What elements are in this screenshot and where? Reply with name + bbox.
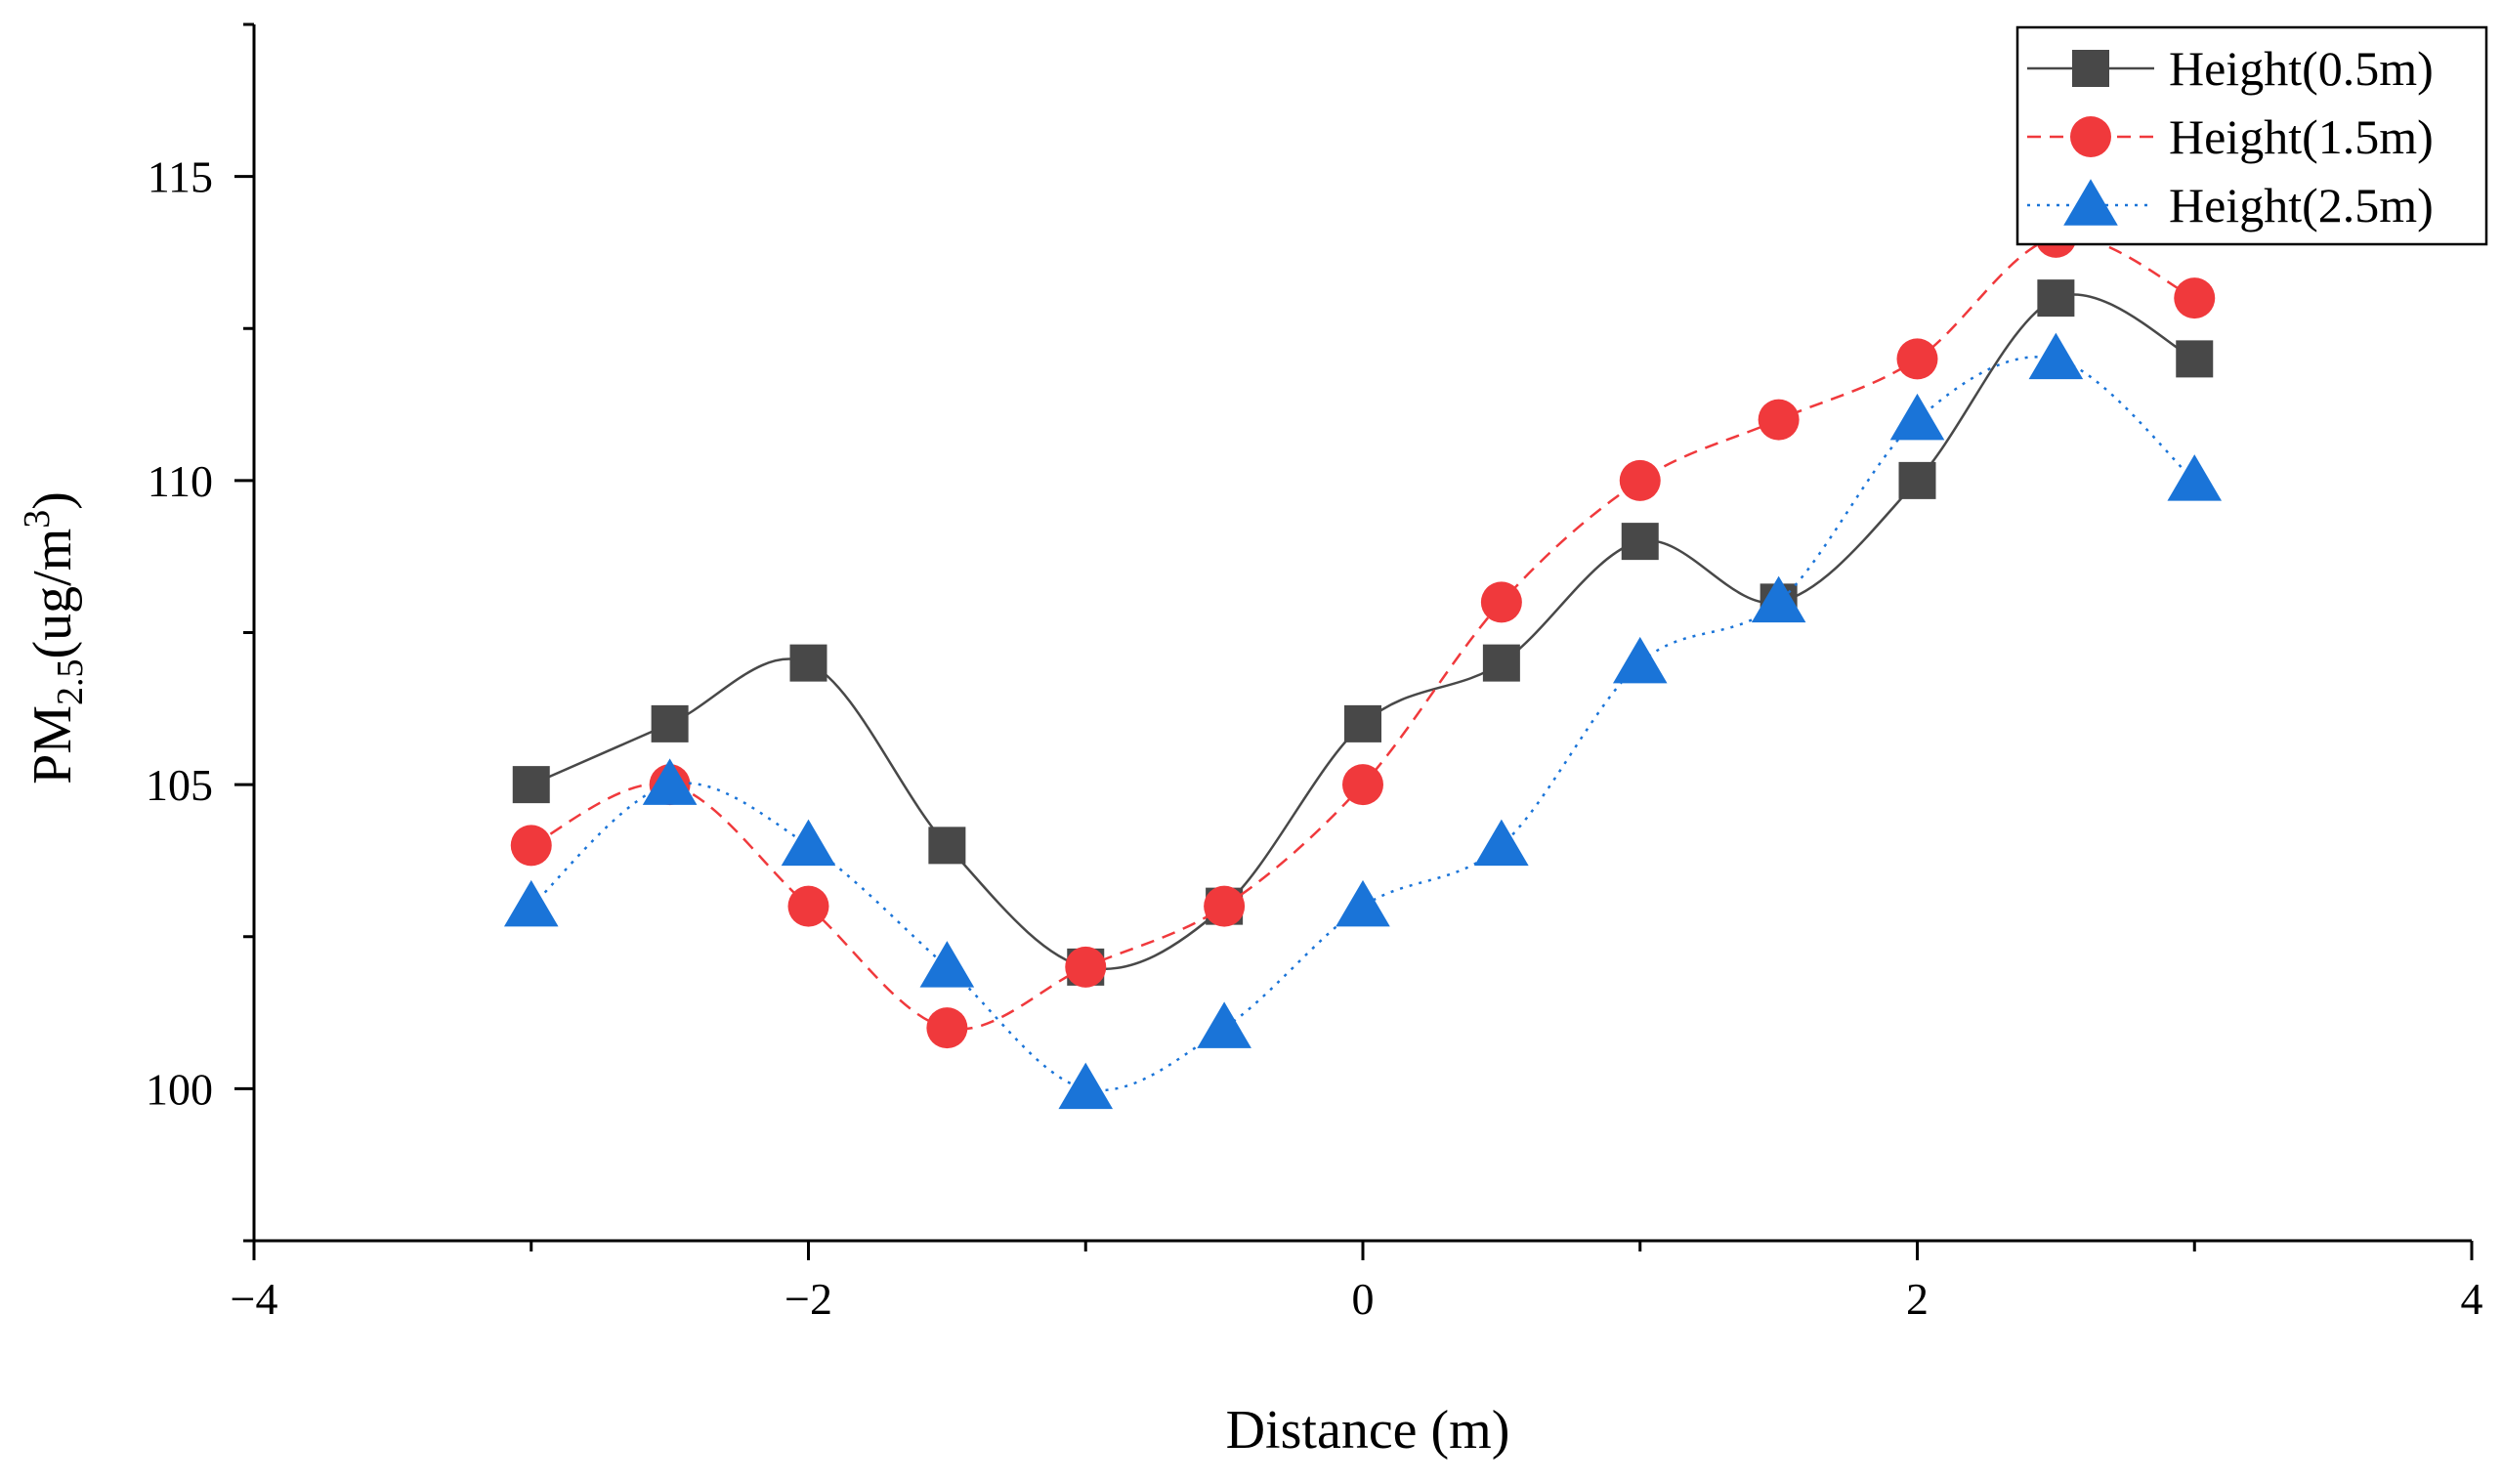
data-point-triangle <box>1474 819 1529 867</box>
data-point-triangle <box>919 941 975 988</box>
data-point-triangle <box>1751 575 1806 623</box>
data-point-circle <box>1758 399 1800 441</box>
legend-marker-circle <box>2070 116 2111 157</box>
data-point-triangle <box>642 758 698 805</box>
y-axis-title-prefix: PM <box>22 705 83 784</box>
data-point-triangle <box>2167 454 2223 501</box>
data-point-circle <box>1204 885 1246 927</box>
data-point-circle <box>787 885 829 927</box>
y-tick-label: 115 <box>148 152 213 202</box>
y-tick-label: 100 <box>146 1064 213 1114</box>
data-point-square <box>789 644 827 682</box>
data-point-square <box>512 766 550 804</box>
x-axis-title: Distance (m) <box>1226 1400 1510 1461</box>
data-point-triangle <box>1197 1001 1251 1048</box>
legend-marker-triangle <box>2063 179 2118 226</box>
data-point-square <box>2176 340 2214 378</box>
data-point-square <box>1344 704 1381 742</box>
series-3 <box>503 332 2223 1110</box>
legend-label: Height(1.5m) <box>2169 109 2434 164</box>
y-axis-title-unit-close: ) <box>22 491 83 510</box>
series-2 <box>510 216 2216 1049</box>
y-axis-title-subscript: 2.5 <box>50 658 91 705</box>
series-group <box>503 216 2223 1110</box>
legend-label: Height(0.5m) <box>2169 41 2434 96</box>
data-point-triangle <box>2028 332 2084 380</box>
y-axis-title: PM2.5(ug/m3) <box>17 491 91 784</box>
legend-marker-square <box>2072 50 2109 87</box>
data-point-circle <box>1342 764 1383 806</box>
data-point-circle <box>926 1007 968 1049</box>
data-point-triangle <box>1058 1062 1114 1110</box>
x-tick-label: 2 <box>1906 1274 1929 1324</box>
data-point-circle <box>1065 946 1107 988</box>
data-point-square <box>1482 644 1520 682</box>
data-point-square <box>651 704 689 742</box>
y-axis-title-unit-open: (ug/m <box>22 529 83 659</box>
y-axis-title-superscript: 3 <box>17 510 58 529</box>
x-tick-label: 0 <box>1352 1274 1375 1324</box>
x-tick-label: −4 <box>231 1274 278 1324</box>
legend-label: Height(2.5m) <box>2169 178 2434 233</box>
axis-labels: Distance (m) PM2.5(ug/m3) <box>17 491 1509 1461</box>
x-tick-label: 4 <box>2461 1274 2483 1324</box>
legend-entry: Height(1.5m) <box>2027 109 2434 164</box>
tick-marks: −4 −2 0 2 4 100 105 110 115 <box>146 22 2483 1324</box>
data-point-square <box>1621 523 1659 561</box>
data-point-triangle <box>1336 879 1390 927</box>
data-point-circle <box>1619 459 1661 501</box>
data-point-circle <box>510 825 552 867</box>
data-point-square <box>928 827 966 865</box>
data-point-triangle <box>1612 636 1668 684</box>
data-point-triangle <box>781 819 836 867</box>
data-point-square <box>2037 279 2075 318</box>
data-point-triangle <box>503 879 559 927</box>
data-point-square <box>1898 461 1936 499</box>
y-tick-label: 105 <box>146 760 213 810</box>
y-tick-label: 110 <box>148 456 213 506</box>
x-tick-label: −2 <box>785 1274 832 1324</box>
legend: Height(0.5m) Height(1.5m) Height(2.5m) <box>2015 25 2488 246</box>
legend-entry: Height(2.5m) <box>2027 178 2434 233</box>
data-point-triangle <box>1889 393 1945 441</box>
legend-entry: Height(0.5m) <box>2027 41 2434 96</box>
data-point-circle <box>2174 277 2216 319</box>
data-point-circle <box>1480 581 1522 623</box>
data-point-circle <box>1896 338 1938 380</box>
